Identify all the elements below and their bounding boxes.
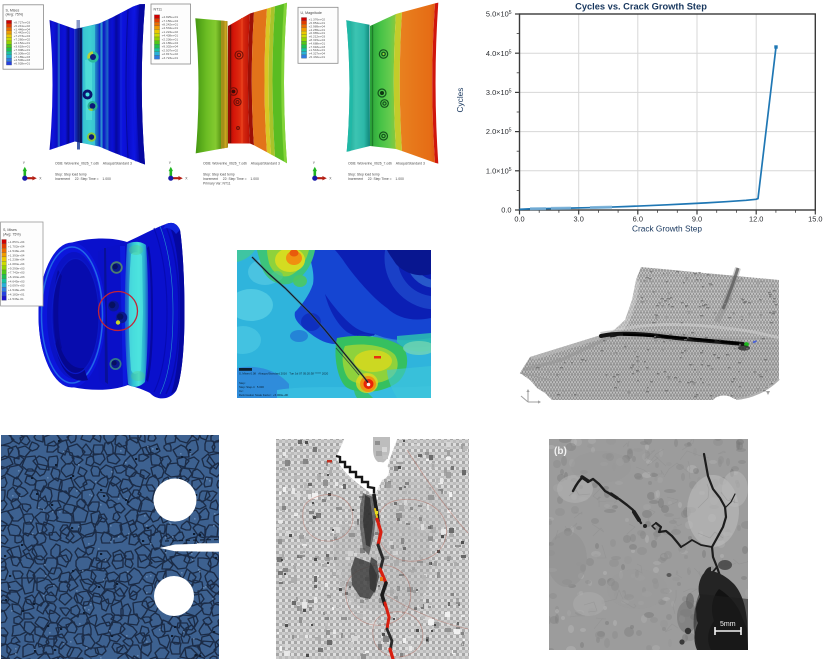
svg-text:S, Mises: S, Mises <box>6 8 20 12</box>
svg-text:+1.224e+02: +1.224e+02 <box>162 30 179 34</box>
svg-text:15.0: 15.0 <box>808 215 822 224</box>
svg-text:+1.393e+04: +1.393e+04 <box>8 253 25 257</box>
svg-text:5mm: 5mm <box>720 621 736 628</box>
svg-text:+4.645e+03: +4.645e+03 <box>8 279 25 283</box>
svg-text:Deformation Scale Factor: +5.: Deformation Scale Factor: +5.000e+00 <box>239 393 288 397</box>
svg-text:+3.723e+01: +3.723e+01 <box>162 56 179 60</box>
svg-text:4.0×105: 4.0×105 <box>486 49 512 58</box>
svg-text:+1.548e+03: +1.548e+03 <box>8 288 25 292</box>
svg-text:+1.376e+02: +1.376e+02 <box>309 18 326 22</box>
svg-text:Step: Step load temp: Step: Step load temp <box>348 173 380 177</box>
svg-text:+1.702e+04: +1.702e+04 <box>8 245 25 249</box>
svg-text:X: X <box>39 177 42 181</box>
svg-text:ODB: Wolverine_0626_7.odb A: ODB: Wolverine_0626_7.odb Abaqus/Standar… <box>55 161 132 165</box>
svg-text:+7.260e+02: +7.260e+02 <box>14 38 31 42</box>
svg-text:(Avg: 75%): (Avg: 75%) <box>6 13 24 17</box>
svg-text:9.0: 9.0 <box>692 215 702 224</box>
svg-text:X: X <box>329 177 332 181</box>
svg-text:S, Mises: S, Mises <box>3 228 17 232</box>
svg-text:+4.265e+01: +4.265e+01 <box>309 28 326 32</box>
svg-text:+7.189e+03: +7.189e+03 <box>14 55 31 59</box>
svg-text:+4.152e+01: +4.152e+01 <box>14 41 31 45</box>
svg-text:+8.727e+03: +8.727e+03 <box>14 20 31 24</box>
svg-text:Crack Growth Step: Crack Growth Step <box>632 224 702 234</box>
svg-text:+4.327e+04: +4.327e+04 <box>309 52 326 56</box>
svg-text:+1.238e+04: +1.238e+04 <box>8 258 25 262</box>
svg-text:+7.908e+01: +7.908e+01 <box>14 48 31 52</box>
svg-text:+1.548e+04: +1.548e+04 <box>8 249 25 253</box>
svg-text:+9.186e+04: +9.186e+04 <box>162 41 179 45</box>
svg-text:+8.315e+04: +8.315e+04 <box>309 38 326 42</box>
svg-text:+4.825e+01: +4.825e+01 <box>162 15 179 19</box>
svg-text:Inc:: Inc: <box>239 389 244 393</box>
svg-text:+3.618e+01: +3.618e+01 <box>14 45 31 49</box>
svg-text:0.0: 0.0 <box>514 215 524 224</box>
svg-text:+4.688e+01: +4.688e+01 <box>309 41 326 45</box>
svg-text:+1.446e+04: +1.446e+04 <box>14 27 31 31</box>
svg-text:ODB: Wolverine_0626_7.odb A: ODB: Wolverine_0626_7.odb Abaqus/Standar… <box>203 161 280 165</box>
svg-text:(b): (b) <box>554 446 567 457</box>
svg-text:+2.442e+01: +2.442e+01 <box>14 31 31 35</box>
svg-text:Increment 22: Step Time =: Increment 22: Step Time = 1.000 <box>203 177 259 181</box>
svg-text:Increment 22: Step Time =: Increment 22: Step Time = 1.000 <box>55 177 111 181</box>
svg-text:S, Mises 0.08 Abaqus/Standar: S, Mises 0.08 Abaqus/Standard 2016 Tue J… <box>239 372 329 376</box>
svg-text:+5.309e+02: +5.309e+02 <box>14 51 31 55</box>
svg-text:+7.156e+04: +7.156e+04 <box>162 19 179 23</box>
svg-text:Primary Var: NT11: Primary Var: NT11 <box>203 182 231 186</box>
svg-text:Step: Step load temp: Step: Step load temp <box>55 173 87 177</box>
svg-text:6.0: 6.0 <box>633 215 643 224</box>
svg-text:U, Magnitude: U, Magnitude <box>301 11 322 15</box>
svg-text:Cycles: Cycles <box>455 88 465 113</box>
svg-text:d: d <box>461 642 464 648</box>
svg-text:12.0: 12.0 <box>749 215 763 224</box>
svg-text:X: X <box>185 177 188 181</box>
svg-text:+6.928e+01: +6.928e+01 <box>14 62 31 66</box>
svg-text:+9.290e+03: +9.290e+03 <box>8 266 25 270</box>
svg-text:+8.242e+01: +8.242e+01 <box>162 23 179 27</box>
svg-text:+5.854e+01: +5.854e+01 <box>309 21 326 25</box>
svg-text:+1.857e+04: +1.857e+04 <box>8 240 25 244</box>
svg-text:Y: Y <box>313 161 316 165</box>
svg-text:+2.817e+02: +2.817e+02 <box>162 52 179 56</box>
svg-text:3.0: 3.0 <box>574 215 584 224</box>
svg-text:ODB: Wolverine_0626_7.odb A: ODB: Wolverine_0626_7.odb Abaqus/Standar… <box>348 161 425 165</box>
svg-text:+4.438e+01: +4.438e+01 <box>162 34 179 38</box>
svg-text:+4.182e+01: +4.182e+01 <box>8 292 25 296</box>
svg-text:+7.918e+03: +7.918e+03 <box>309 45 326 49</box>
svg-text:1.0×105: 1.0×105 <box>486 166 512 175</box>
svg-text:Step: Step-4 5.000: Step: Step-4 5.000 <box>239 385 264 389</box>
svg-text:+5.432e+01: +5.432e+01 <box>309 55 326 59</box>
svg-text:Y: Y <box>169 161 172 165</box>
svg-text:+2.989e+04: +2.989e+04 <box>309 24 326 28</box>
svg-text:2.0×105: 2.0×105 <box>486 127 512 136</box>
svg-text:(Avg: 75%): (Avg: 75%) <box>3 233 21 237</box>
svg-text:Increment 22: Step Time =: Increment 22: Step Time = 1.000 <box>348 177 404 181</box>
svg-text:+1.084e+04: +1.084e+04 <box>8 262 25 266</box>
svg-text:+6.965e+01: +6.965e+01 <box>309 31 326 35</box>
svg-text:+7.273e+04: +7.273e+04 <box>14 34 31 38</box>
svg-text:Step: Step load temp: Step: Step load temp <box>203 173 235 177</box>
svg-text:+1.543e+01: +1.543e+01 <box>309 48 326 52</box>
svg-text:Step:: Step: <box>239 381 246 385</box>
svg-text:+2.507e+02: +2.507e+02 <box>162 48 179 52</box>
svg-text:+9.302e+04: +9.302e+04 <box>162 45 179 49</box>
svg-text:5.0×105: 5.0×105 <box>486 10 512 19</box>
svg-text:+3.097e+03: +3.097e+03 <box>8 284 25 288</box>
svg-text:+6.212e+03: +6.212e+03 <box>309 35 326 39</box>
svg-text:+5.241e+02: +5.241e+02 <box>14 24 31 28</box>
svg-text:+4.534e+01: +4.534e+01 <box>162 26 179 30</box>
svg-text:0.0: 0.0 <box>501 206 511 215</box>
svg-text:+7.742e+03: +7.742e+03 <box>8 271 25 275</box>
svg-text:Cycles vs. Crack Growth Step: Cycles vs. Crack Growth Step <box>575 2 707 12</box>
svg-text:+1.536e-01: +1.536e-01 <box>8 297 24 301</box>
svg-text:+4.506e+03: +4.506e+03 <box>14 58 31 62</box>
svg-text:NT11: NT11 <box>154 8 163 12</box>
svg-text:Y: Y <box>23 161 26 165</box>
svg-text:+6.194e+03: +6.194e+03 <box>8 275 25 279</box>
svg-text:3.0×105: 3.0×105 <box>486 88 512 97</box>
svg-text:+2.236e+01: +2.236e+01 <box>162 37 179 41</box>
